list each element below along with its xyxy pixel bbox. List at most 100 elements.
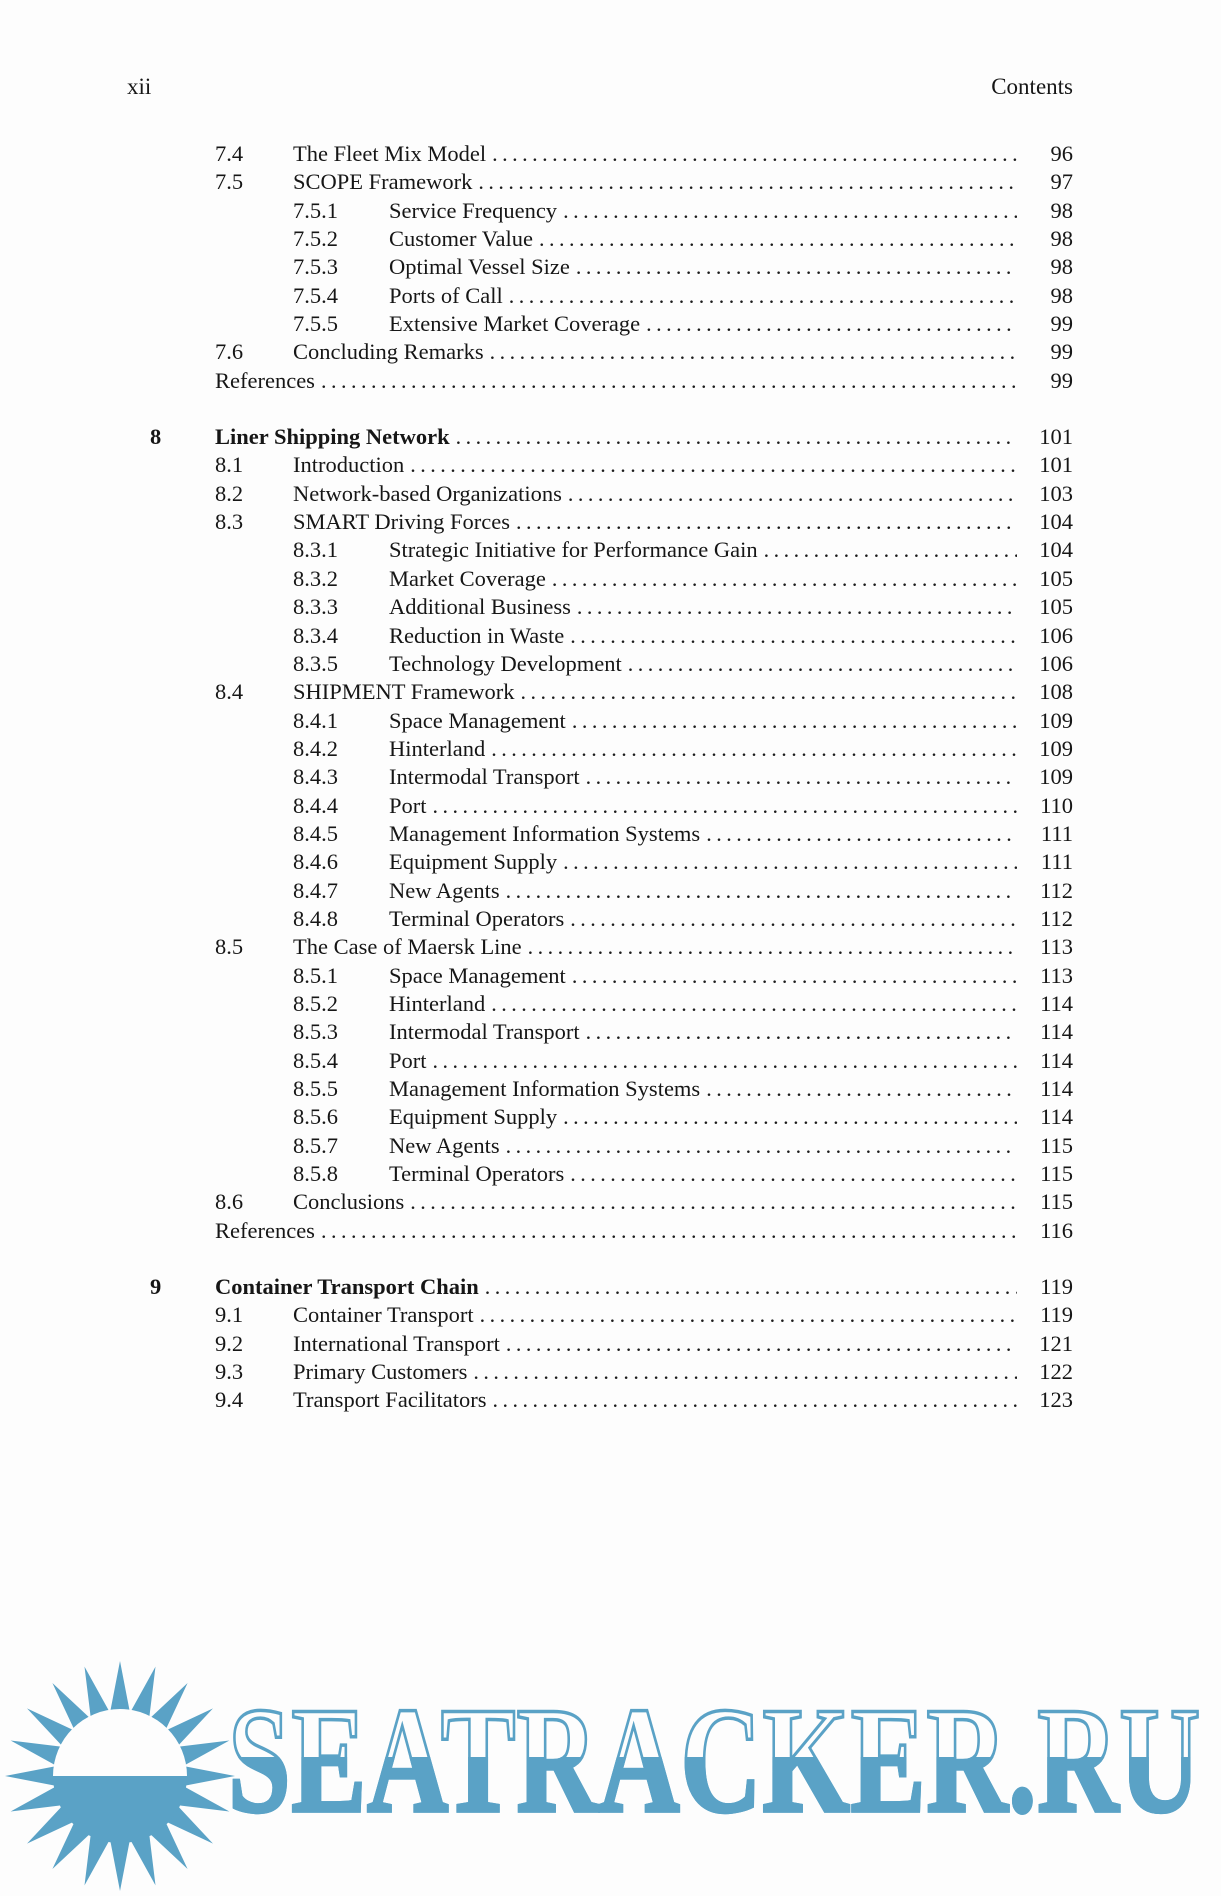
toc-entry-page: 101 [1039, 424, 1073, 450]
toc-row: 8.5.5 Management Information Systems 114 [150, 1075, 1073, 1103]
toc-entry-page: 116 [1040, 1217, 1073, 1243]
toc-row: 8.2 Network-based Organizations 103 [150, 480, 1073, 508]
toc-entry-number: 8.3.4 [293, 622, 338, 648]
toc-entry-number: 8.4.7 [293, 877, 338, 903]
toc-row: References 99 [150, 367, 1073, 395]
toc-entry-title: Ports of Call [389, 282, 503, 308]
dot-leader [646, 310, 1017, 338]
dot-leader [539, 225, 1017, 253]
toc-entry-page: 106 [1039, 650, 1073, 676]
toc-row: 8.3 SMART Driving Forces 104 [150, 508, 1073, 536]
toc-entry-number: 8.4.5 [293, 820, 338, 846]
toc-entry-page: 98 [1050, 282, 1074, 308]
toc-row: 8.5 The Case of Maersk Line 113 [150, 933, 1073, 961]
toc-row: 9.1 Container Transport 119 [150, 1301, 1073, 1329]
toc-row: 7.5.5 Extensive Market Coverage 99 [150, 310, 1073, 338]
toc-entry-number: 7.5.5 [293, 311, 338, 337]
toc-row: 8.3.1 Strategic Initiative for Performan… [150, 536, 1073, 564]
toc-entry-title: Strategic Initiative for Performance Gai… [389, 537, 758, 563]
dot-leader [528, 933, 1017, 961]
toc-entry-title: Customer Value [389, 226, 533, 252]
dot-leader [628, 650, 1017, 678]
toc-entry-title: Service Frequency [389, 197, 558, 223]
dot-leader [491, 735, 1017, 763]
toc-entry-page: 108 [1039, 679, 1073, 705]
dot-leader [570, 1160, 1017, 1188]
toc-entry-title: Container Transport [293, 1302, 474, 1328]
toc-row: 8.5.8 Terminal Operators 115 [150, 1160, 1073, 1188]
toc-entry-page: 96 [1050, 141, 1074, 166]
toc-entry-page: 99 [1050, 339, 1074, 365]
dot-leader [410, 1188, 1017, 1216]
toc-entry-title: International Transport [293, 1330, 500, 1356]
dot-leader [485, 1273, 1017, 1301]
toc: 7.4 The Fleet Mix Model 96 7.5 SCOPE Fra… [150, 140, 1073, 1443]
toc-entry-title: References [215, 1217, 315, 1243]
toc-entry-number: 7.5.2 [293, 226, 338, 252]
toc-entry-number: 9.4 [215, 1387, 244, 1413]
toc-row: 9.3 Primary Customers 122 [150, 1358, 1073, 1386]
toc-entry-title: SHIPMENT Framework [293, 679, 515, 705]
toc-entry-number: 9 [150, 1274, 162, 1300]
toc-entry-page: 105 [1039, 565, 1073, 591]
toc-entry-number: 7.5 [215, 169, 244, 195]
toc-entry-page: 111 [1040, 849, 1073, 875]
toc-entry-number: 8.4.3 [293, 764, 338, 790]
dot-leader [491, 990, 1017, 1018]
dot-leader [563, 848, 1017, 876]
toc-block: 7.4 The Fleet Mix Model 96 7.5 SCOPE Fra… [150, 140, 1073, 395]
toc-entry-page: 112 [1040, 877, 1073, 903]
dot-leader [706, 820, 1017, 848]
toc-row: 8.4.8 Terminal Operators 112 [150, 905, 1073, 933]
toc-entry-page: 114 [1040, 990, 1073, 1016]
toc-entry-number: 7.4 [215, 141, 244, 166]
toc-entry-title: Extensive Market Coverage [389, 311, 641, 337]
toc-row: References 116 [150, 1217, 1073, 1245]
page-number-label: xii [127, 74, 152, 99]
toc-entry-page: 99 [1050, 367, 1074, 393]
dot-leader [577, 593, 1017, 621]
toc-entry-page: 113 [1040, 962, 1073, 988]
toc-row: 9.2 International Transport 121 [150, 1330, 1073, 1358]
toc-entry-title: The Case of Maersk Line [293, 934, 522, 960]
toc-row: 8.6 Conclusions 115 [150, 1188, 1073, 1216]
toc-entry-number: 8 [150, 424, 162, 450]
toc-entry-page: 103 [1039, 480, 1073, 506]
toc-entry-number: 8.5.3 [293, 1019, 338, 1045]
toc-entry-number: 9.3 [215, 1359, 244, 1385]
toc-entry-page: 111 [1040, 820, 1073, 846]
toc-entry-title: Intermodal Transport [389, 764, 580, 790]
toc-entry-title: Management Information Systems [389, 820, 701, 846]
toc-row: 8.3.2 Market Coverage 105 [150, 565, 1073, 593]
dot-leader [480, 1301, 1017, 1329]
toc-row: 8.4 SHIPMENT Framework 108 [150, 678, 1073, 706]
scanned-contents-page: { "header": { "page_label": "xii", "titl… [0, 0, 1221, 1851]
toc-entry-number: 8.1 [215, 452, 244, 478]
toc-entry-number: 8.5.7 [293, 1132, 338, 1158]
toc-entry-title: Space Management [389, 962, 566, 988]
toc-entry-number: 8.5.1 [293, 962, 338, 988]
toc-entry-title: New Agents [389, 1132, 500, 1158]
toc-entry-number: 7.5.4 [293, 282, 338, 308]
toc-entry-page: 113 [1040, 934, 1073, 960]
dot-leader [576, 253, 1017, 281]
toc-entry-title: SCOPE Framework [293, 169, 473, 195]
dot-leader [410, 451, 1017, 479]
dot-leader [552, 565, 1017, 593]
toc-entry-number: 7.5.3 [293, 254, 338, 280]
toc-entry-number: 8.5 [215, 934, 244, 960]
dot-leader [706, 1075, 1017, 1103]
toc-entry-title: Conclusions [293, 1189, 405, 1215]
toc-entry-number: 8.4 [215, 679, 244, 705]
dot-leader [478, 168, 1017, 196]
dot-leader [563, 197, 1017, 225]
toc-entry-number: 9.1 [215, 1302, 244, 1328]
toc-entry-number: 8.3.2 [293, 565, 338, 591]
dot-leader [520, 678, 1017, 706]
watermark-text-wrap: SEATRACKER.RU [227, 1682, 1221, 1838]
toc-entry-page: 109 [1039, 735, 1073, 761]
toc-row: 7.4 The Fleet Mix Model 96 [150, 140, 1073, 168]
toc-row: 8.5.2 Hinterland 114 [150, 990, 1073, 1018]
dot-leader [570, 622, 1017, 650]
dot-leader [321, 367, 1017, 395]
